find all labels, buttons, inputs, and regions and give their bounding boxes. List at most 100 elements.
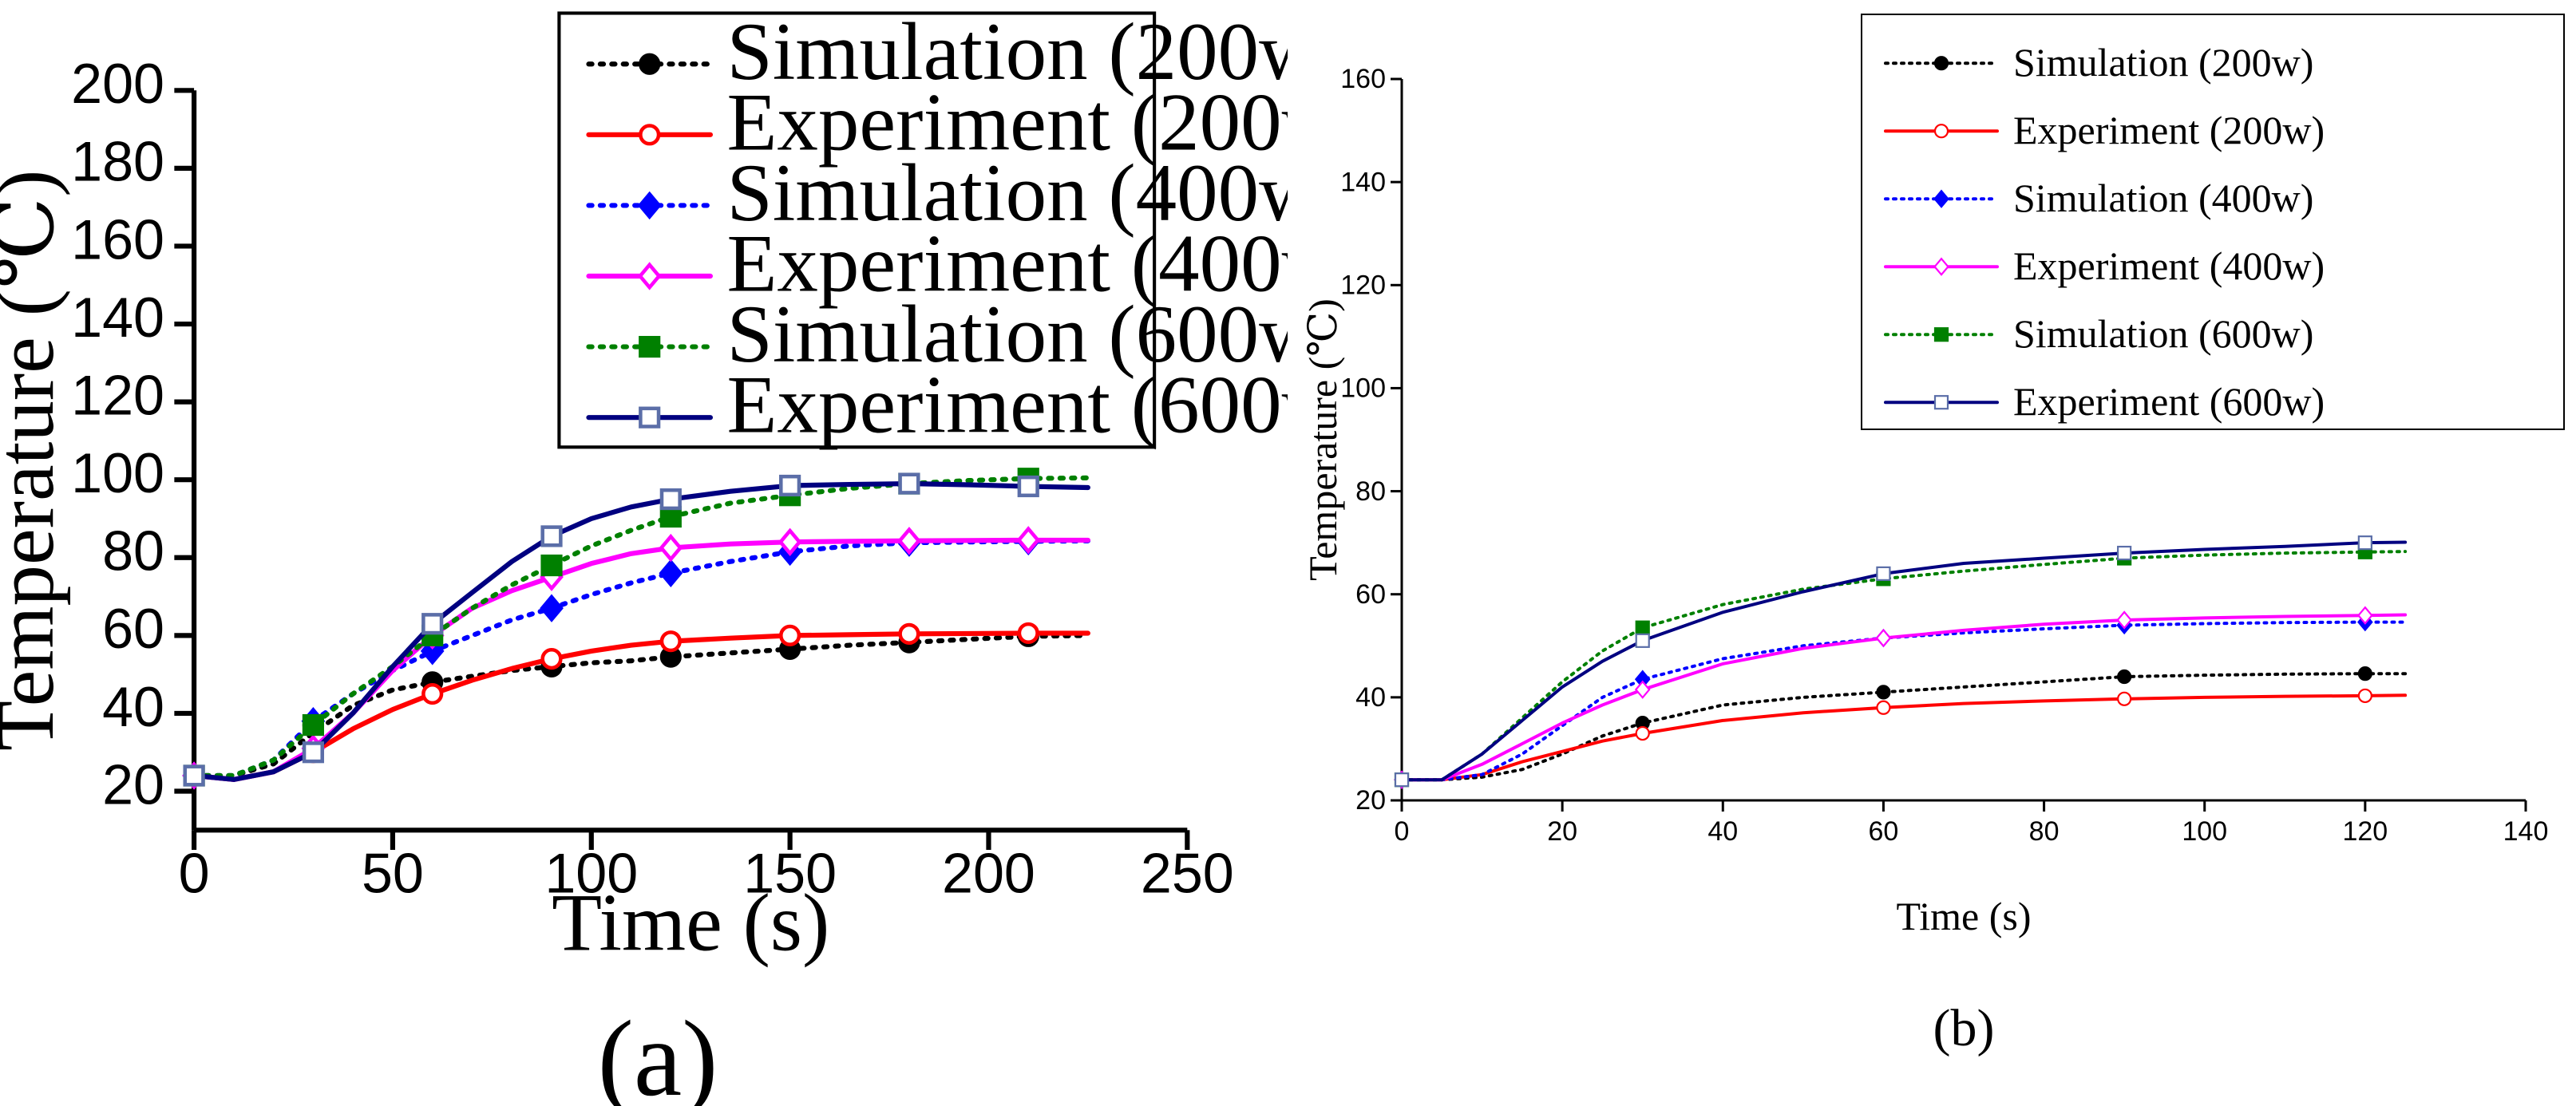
x-axis-title: Time (s) xyxy=(1896,894,2031,938)
data-point-marker xyxy=(421,613,444,635)
data-point-marker xyxy=(1017,475,1039,498)
legend-marker xyxy=(639,53,661,75)
data-point-marker xyxy=(659,533,683,563)
legend-entry-label: Simulation (600w) xyxy=(2013,311,2313,356)
y-tick-label: 20 xyxy=(102,753,164,816)
x-tick-label: 0 xyxy=(1395,816,1410,847)
x-tick-label: 100 xyxy=(544,843,638,905)
data-point-marker xyxy=(1635,725,1650,741)
data-point-marker xyxy=(1394,772,1410,788)
x-tick-label: 50 xyxy=(362,843,424,905)
legend-marker xyxy=(637,262,662,290)
legend-marker xyxy=(1933,327,1949,342)
y-tick-label: 120 xyxy=(1340,270,1386,300)
legend: Simulation (200w)Experiment (200w)Simula… xyxy=(1861,14,2565,430)
data-point-marker xyxy=(183,764,205,787)
y-tick-label: 180 xyxy=(71,131,164,193)
y-tick-label: 80 xyxy=(1355,476,1386,507)
x-tick-label: 20 xyxy=(1547,816,1577,847)
legend-marker xyxy=(1933,124,1949,139)
x-tick-label: 80 xyxy=(2029,816,2060,847)
y-tick-label: 160 xyxy=(71,208,164,271)
data-point-marker xyxy=(540,594,564,622)
x-tick-label: 140 xyxy=(2503,816,2549,847)
legend-entry-label: Experiment (600w) xyxy=(2013,379,2325,424)
x-tick-label: 40 xyxy=(1707,816,1738,847)
legend-marker xyxy=(1933,189,1949,208)
legend-entry-label: Experiment (600w) xyxy=(727,360,1288,451)
legend: Simulation (200w)Experiment (200w)Simula… xyxy=(557,6,1288,451)
data-point-marker xyxy=(1875,628,1892,648)
legend-entry-label: Experiment (400w) xyxy=(727,219,1288,310)
data-point-marker xyxy=(898,622,920,645)
data-point-marker xyxy=(540,648,563,670)
data-point-marker xyxy=(898,472,920,495)
legend-entry-label: Simulation (400w) xyxy=(727,148,1288,239)
chart-panel-b: 0 20 40 60 80 100 120 140 20 40 60 80 100 120 140 160 Ti… xyxy=(1288,0,2576,1106)
x-tick-label: 100 xyxy=(2182,816,2227,847)
x-tick-label: 0 xyxy=(179,843,210,905)
y-axis-title: Temperature (℃) xyxy=(0,170,71,752)
y-axis-title: Temperature (℃) xyxy=(1300,298,1345,581)
x-tick-label: 250 xyxy=(1141,843,1234,905)
y-tick-label: 40 xyxy=(1355,682,1386,713)
data-point-marker xyxy=(540,554,563,577)
data-point-marker xyxy=(659,488,682,511)
legend-entry-label: Simulation (200w) xyxy=(2013,40,2313,85)
y-tick-label: 140 xyxy=(1340,167,1386,197)
x-tick-label: 150 xyxy=(743,843,837,905)
x-axis-title: Time (s) xyxy=(552,878,829,969)
series-experiment-600w xyxy=(183,472,1090,787)
data-point-marker xyxy=(1876,566,1891,581)
data-point-marker xyxy=(659,559,683,587)
legend-box xyxy=(557,11,1157,449)
series-simulation-200w xyxy=(1394,666,2408,788)
legend-marker xyxy=(639,406,661,429)
series-line xyxy=(1400,672,2408,782)
series-line xyxy=(191,475,1090,778)
y-tick-label: 140 xyxy=(71,286,164,349)
chart-a-svg: 0 50 100 150 200 250 20 40 60 80 100 120 140 160 180 20… xyxy=(0,6,1288,1106)
legend-marker xyxy=(1933,395,1949,410)
series-simulation-600w xyxy=(183,468,1090,787)
data-point-marker xyxy=(302,741,324,764)
data-point-marker xyxy=(1635,620,1650,635)
series-experiment-600w xyxy=(1394,535,2408,788)
data-point-marker xyxy=(778,527,802,556)
y-tick-label: 120 xyxy=(71,364,164,426)
legend-marker xyxy=(637,191,662,220)
legend-marker xyxy=(1933,257,1949,276)
data-point-marker xyxy=(1876,685,1891,700)
series-line xyxy=(1400,693,2408,782)
x-tick-label: 200 xyxy=(942,843,1035,905)
legend-entry-label: Experiment (200w) xyxy=(727,77,1288,168)
series-line xyxy=(191,630,1090,782)
data-point-marker xyxy=(779,624,801,646)
legend-box xyxy=(1861,14,2565,430)
data-point-marker xyxy=(1635,633,1650,648)
data-point-marker xyxy=(659,505,682,528)
legend-marker xyxy=(639,124,661,146)
data-point-marker xyxy=(540,525,563,547)
series-simulation-600w xyxy=(1394,544,2408,788)
legend-entry-label: Simulation (600w) xyxy=(727,289,1288,380)
y-tick-label: 100 xyxy=(71,442,164,504)
x-tick-label: 60 xyxy=(1869,816,1899,847)
data-point-marker xyxy=(2357,688,2372,704)
y-tick-label: 160 xyxy=(1340,64,1386,94)
data-point-marker xyxy=(2117,545,2132,561)
panel-label: (b) xyxy=(1933,999,1995,1057)
data-point-marker xyxy=(1016,526,1041,555)
legend-marker xyxy=(1933,56,1949,71)
panel-label: (a) xyxy=(598,999,718,1106)
chart-b-svg: 0 20 40 60 80 100 120 140 20 40 60 80 100 120 140 160 Ti… xyxy=(1300,14,2565,1057)
series-line xyxy=(1400,620,2408,782)
data-point-marker xyxy=(2357,606,2373,625)
data-point-marker xyxy=(2116,610,2132,630)
legend-entry-label: Simulation (200w) xyxy=(727,6,1288,97)
data-point-marker xyxy=(897,527,921,555)
series-line xyxy=(1400,613,2408,782)
chart-panel-a: 0 50 100 150 200 250 20 40 60 80 100 120 140 160 180 20… xyxy=(0,6,1288,1106)
data-point-marker xyxy=(2117,691,2132,706)
data-point-marker xyxy=(302,713,324,737)
